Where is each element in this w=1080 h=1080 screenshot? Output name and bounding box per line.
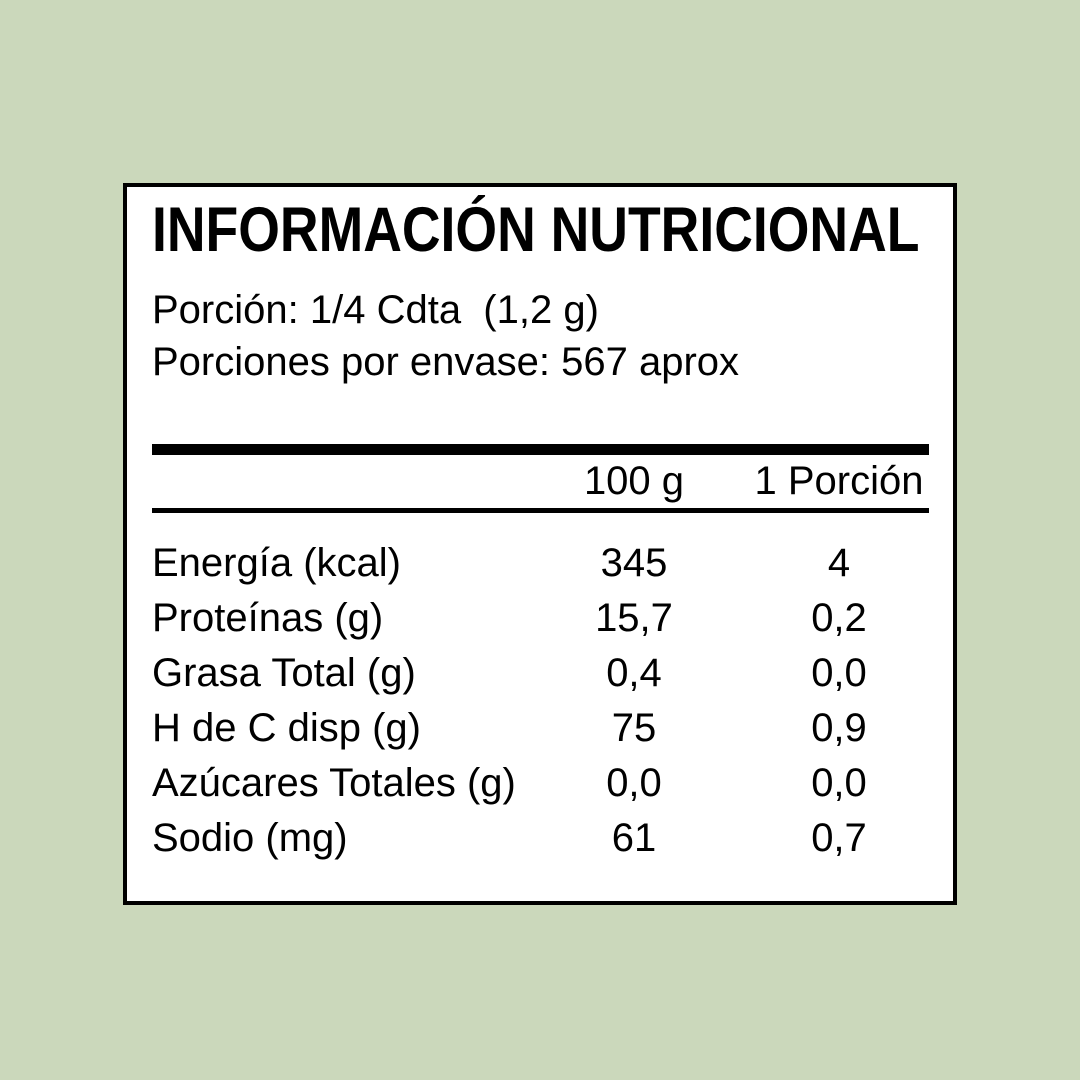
separator-thick: [152, 444, 929, 455]
nutrition-card: INFORMACIÓN NUTRICIONAL Porción: 1/4 Cdt…: [123, 183, 957, 905]
row-label: Sodio (mg): [152, 816, 348, 860]
table-row: Azúcares Totales (g) 0,0 0,0: [152, 756, 929, 811]
serving-size-line: Porción: 1/4 Cdta (1,2 g): [152, 288, 599, 332]
nutrition-title: INFORMACIÓN NUTRICIONAL: [152, 199, 929, 262]
table-row: Energía (kcal) 345 4: [152, 536, 929, 591]
row-value-100g: 61: [611, 816, 657, 860]
row-value-portion: 0,0: [811, 651, 867, 695]
row-value-portion: 4: [827, 541, 851, 585]
row-label: Grasa Total (g): [152, 651, 416, 695]
column-header-portion: 1 Porción: [754, 459, 924, 503]
nutrition-title-text: INFORMACIÓN NUTRICIONAL: [152, 195, 920, 265]
row-value-100g: 75: [611, 706, 657, 750]
row-value-portion: 0,9: [811, 706, 867, 750]
table-row: H de C disp (g) 75 0,9: [152, 701, 929, 756]
table-row: Grasa Total (g) 0,4 0,0: [152, 646, 929, 701]
table-header-row: 100 g 1 Porción: [152, 455, 929, 508]
row-value-100g: 0,0: [606, 761, 662, 805]
row-label: H de C disp (g): [152, 706, 421, 750]
row-value-portion: 0,2: [811, 596, 867, 640]
row-label: Proteínas (g): [152, 596, 384, 640]
row-value-100g: 15,7: [595, 596, 673, 640]
row-value-portion: 0,7: [811, 816, 867, 860]
column-header-100g: 100 g: [583, 459, 685, 503]
table-row: Proteínas (g) 15,7 0,2: [152, 591, 929, 646]
row-label: Azúcares Totales (g): [152, 761, 516, 805]
row-value-100g: 0,4: [606, 651, 662, 695]
row-value-portion: 0,0: [811, 761, 867, 805]
table-row: Sodio (mg) 61 0,7: [152, 811, 929, 866]
separator-thin: [152, 508, 929, 513]
row-value-100g: 345: [600, 541, 668, 585]
servings-per-container-line: Porciones por envase: 567 aprox: [152, 340, 740, 384]
row-label: Energía (kcal): [152, 541, 401, 585]
nutrition-table: Energía (kcal) 345 4 Proteínas (g) 15,7 …: [152, 536, 929, 866]
